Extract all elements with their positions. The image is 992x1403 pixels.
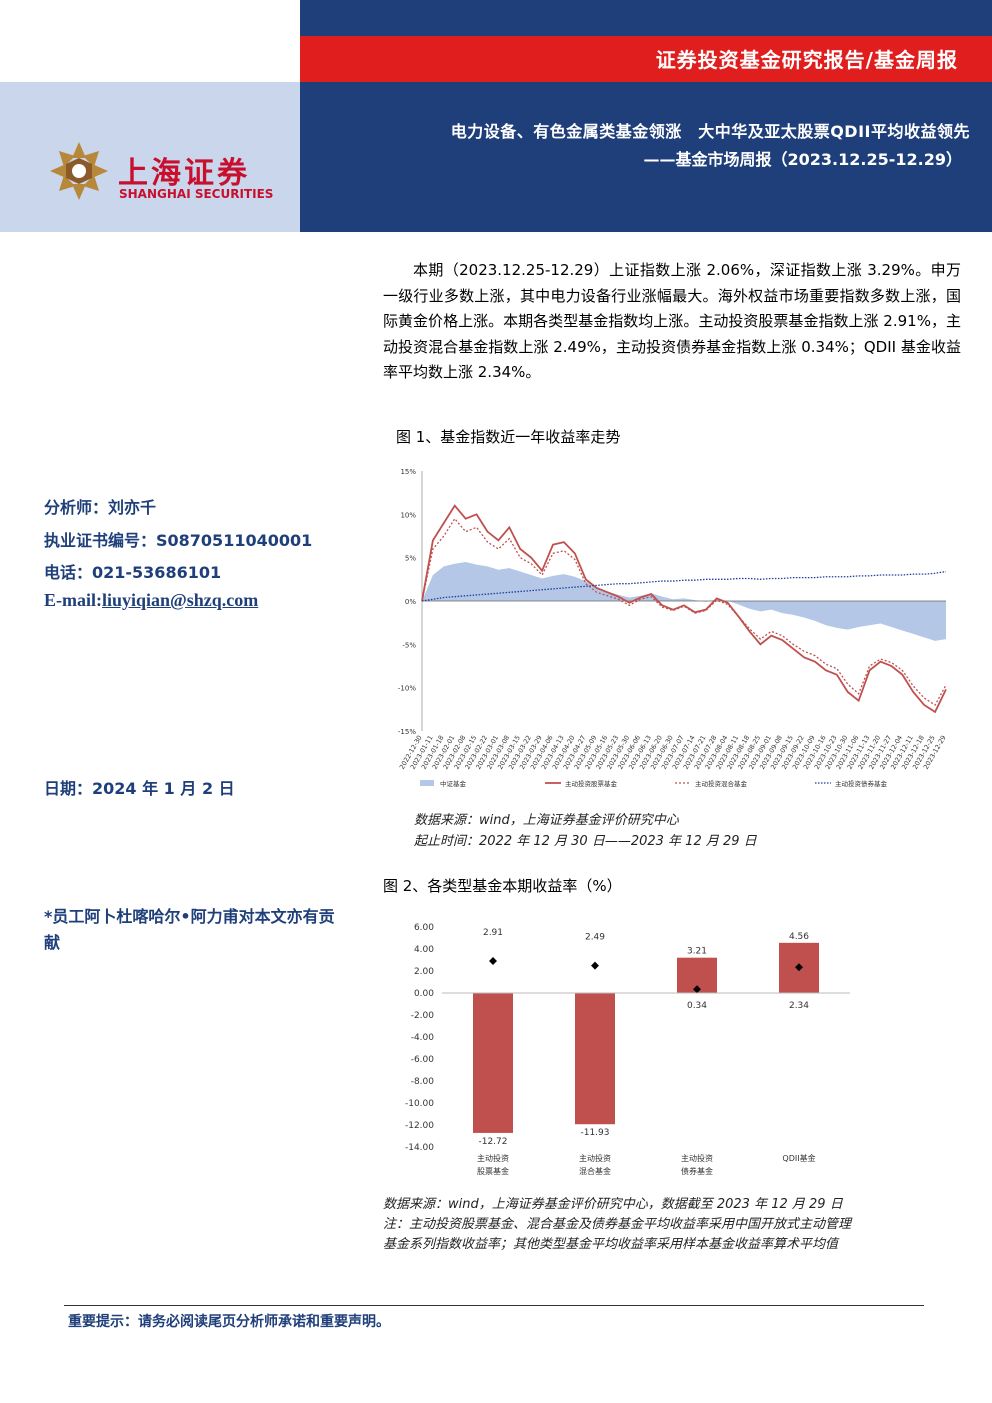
report-type: 证券投资基金研究报告/基金周报 xyxy=(655,48,958,72)
chart2-bar-label: 3.21 xyxy=(687,947,707,957)
chart2-y-tick: -8.00 xyxy=(411,1077,435,1087)
chart2-y-tick: -4.00 xyxy=(411,1033,435,1043)
figure2-bar-chart: 6.00 4.00 2.00 0.00 -2.00 -4.00 -6.00 -8.00 -10.… xyxy=(405,923,850,1176)
email-link[interactable]: liuyiqian@shzq.com xyxy=(102,590,259,610)
figure2-caption: 图 2、各类型基金本期收益率（%） xyxy=(383,877,622,895)
chart1-y-tick: -15% xyxy=(398,728,416,736)
chart1-series-line-1 xyxy=(421,504,947,714)
chart2-y-tick: 6.00 xyxy=(414,923,434,933)
chart1-legend-label: 主动投资债券基金 xyxy=(835,779,888,788)
email-row: E-mail:liuyiqian@shzq.com xyxy=(44,590,258,611)
chart2-marker-label: 0.34 xyxy=(687,1001,707,1011)
chart2-category-label: QDII基金 xyxy=(782,1153,815,1163)
chart1-legend-label: 中证基金 xyxy=(440,779,467,788)
chart2-marker xyxy=(489,957,497,965)
figure2-note-line2: 基金系列指数收益率；其他类型基金平均收益率采用样本基金收益率算术平均值 xyxy=(383,1237,839,1252)
chart2-marker-label: 2.91 xyxy=(483,928,503,938)
chart2-y-tick: -12.00 xyxy=(405,1121,434,1131)
report-date: 日期：2024 年 1 月 2 日 xyxy=(44,779,235,798)
chart1-area-series xyxy=(422,562,946,641)
chart1-y-tick: -10% xyxy=(398,685,416,693)
chart1-series-line-3 xyxy=(421,570,947,602)
license-number: 执业证书编号：S0870511040001 xyxy=(44,531,313,550)
chart1-legend-label: 主动投资股票基金 xyxy=(565,779,618,788)
chart2-marker-label: 2.49 xyxy=(585,933,605,943)
figure2-note-line1: 注：主动投资股票基金、混合基金及债券基金平均收益率采用中国开放式主动管理 xyxy=(383,1217,852,1232)
header-red-bar xyxy=(300,36,992,82)
chart2-marker-label: 2.34 xyxy=(789,1001,809,1011)
footer-disclaimer: 重要提示：请务必阅读尾页分析师承诺和重要声明。 xyxy=(68,1314,390,1330)
chart2-bar-label: -11.93 xyxy=(580,1128,609,1138)
contribution-note: *员工阿卜杜喀哈尔•阿力甫对本文亦有贡献 xyxy=(44,907,335,952)
phone-number: 电话：021-53686101 xyxy=(44,563,222,582)
chart2-category-label: 主动投资 xyxy=(477,1153,509,1163)
chart2-y-tick: 2.00 xyxy=(414,967,434,977)
chart2-category-label: 主动投资 xyxy=(579,1153,611,1163)
chart1-y-tick: 15% xyxy=(400,468,416,476)
chart2-y-tick: -10.00 xyxy=(405,1099,434,1109)
header-right-panel xyxy=(300,0,992,232)
chart2-bar-label: 4.56 xyxy=(789,932,809,942)
report-title: 电力设备、有色金属类基金领涨 大中华及亚太股票QDII平均收益领先 xyxy=(450,122,970,141)
chart1-y-tick: 10% xyxy=(400,511,416,519)
chart2-marker xyxy=(591,961,599,970)
chart2-bar-label: -12.72 xyxy=(478,1137,507,1147)
logo-emblem-icon xyxy=(50,142,108,200)
chart1-y-tick: 5% xyxy=(405,555,416,563)
chart2-bar xyxy=(575,993,615,1125)
chart2-category-label: 混合基金 xyxy=(579,1166,611,1176)
chart2-y-tick: 4.00 xyxy=(414,945,434,955)
figure1-period: 起止时间：2022 年 12 月 30 日——2023 年 12 月 29 日 xyxy=(414,834,757,849)
figure1-source: 数据来源：wind，上海证券基金评价研究中心 xyxy=(414,813,679,828)
chart1-series-line-2 xyxy=(421,517,947,706)
email-label: E-mail: xyxy=(44,590,102,610)
figure2-source: 数据来源：wind，上海证券基金评价研究中心，数据截至 2023 年 12 月 … xyxy=(383,1197,843,1212)
logo-text-en: SHANGHAI SECURITIES xyxy=(119,187,274,201)
chart1-legend-label: 主动投资混合基金 xyxy=(695,779,748,788)
chart2-y-tick: -2.00 xyxy=(411,1011,435,1021)
chart2-y-tick: -6.00 xyxy=(411,1055,435,1065)
header-left-panel xyxy=(0,82,300,232)
chart2-category-label: 债券基金 xyxy=(681,1166,713,1176)
analyst-name: 分析师：刘亦千 xyxy=(44,498,157,517)
chart2-category-label: 主动投资 xyxy=(681,1153,713,1163)
figure1-caption: 图 1、基金指数近一年收益率走势 xyxy=(396,428,621,446)
footer-divider xyxy=(64,1305,924,1306)
chart1-y-tick: 0% xyxy=(405,598,416,606)
logo-text-cn: 上海证券 xyxy=(118,156,250,191)
figure1-line-chart: 15%10%5%0%-5%-10%-15%2022-12-302023-01-1… xyxy=(398,468,948,788)
chart2-y-tick: 0.00 xyxy=(414,989,434,999)
chart2-bar xyxy=(473,993,513,1133)
chart1-y-tick: -5% xyxy=(402,641,416,649)
chart1-legend-swatch xyxy=(420,780,434,786)
report-subtitle: ——基金市场周报（2023.12.25-12.29） xyxy=(643,150,962,169)
chart2-category-label: 股票基金 xyxy=(477,1166,509,1176)
chart2-y-tick: -14.00 xyxy=(405,1143,434,1153)
summary-paragraph: 本期（2023.12.25-12.29）上证指数上涨 2.06%，深证指数上涨 … xyxy=(383,261,961,381)
